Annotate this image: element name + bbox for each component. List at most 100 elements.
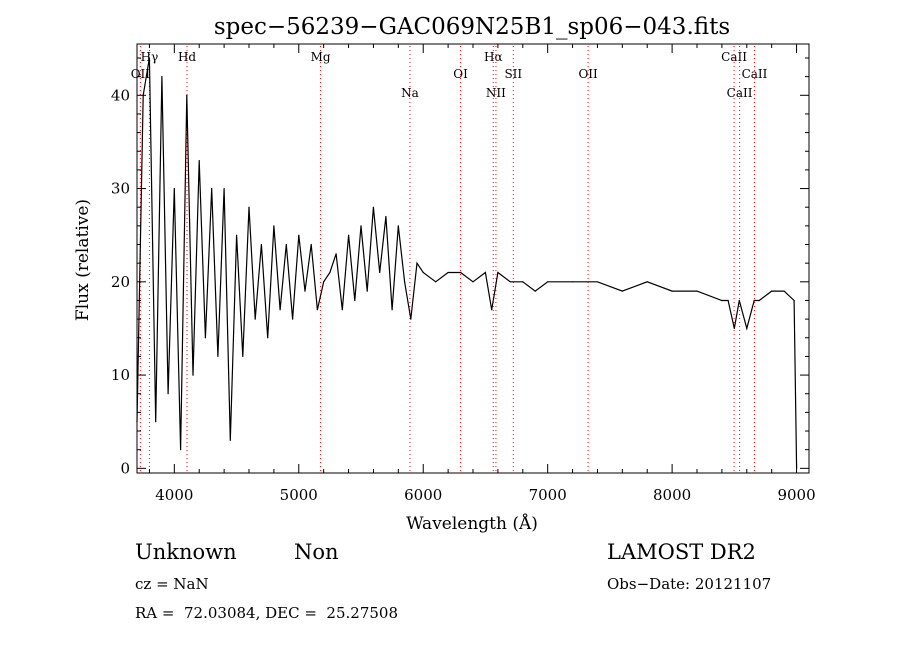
data-point (447, 271, 449, 274)
line-marker-label: CaII (721, 50, 747, 64)
line-marker-label: Mg (311, 50, 331, 64)
data-point (379, 271, 381, 274)
line-marker-label: Hα (484, 50, 503, 64)
data-point (696, 290, 698, 292)
line-marker-label: Hd (178, 50, 196, 64)
data-point (746, 327, 748, 329)
data-point (422, 271, 424, 274)
data-point (472, 281, 474, 283)
data-point (758, 299, 760, 302)
line-marker-label: NII (486, 86, 506, 100)
x-tick-label: 8000 (653, 486, 691, 504)
coordinates: RA = 72.03084, DEC = 25.27508 (135, 604, 399, 622)
data-point (646, 281, 648, 283)
data-point (738, 299, 740, 302)
line-marker-label: Hγ (141, 50, 159, 64)
data-point (273, 225, 275, 227)
data-point (733, 327, 735, 329)
data-point (572, 281, 574, 283)
data-point (316, 309, 318, 311)
data-point (204, 337, 206, 339)
observation-date: Obs−Date: 20121107 (607, 575, 772, 593)
line-marker-label: SII (504, 67, 522, 81)
data-point (621, 290, 623, 292)
data-point (397, 225, 399, 227)
data-point (410, 318, 412, 320)
data-point (180, 449, 182, 451)
data-point (497, 271, 499, 274)
x-tick-label: 6000 (404, 486, 442, 504)
data-point (534, 290, 536, 292)
data-point (223, 188, 225, 190)
data-point (771, 290, 773, 292)
x-axis-label: Wavelength (Å) (406, 513, 538, 534)
data-point (721, 299, 723, 302)
spectrum-line (136, 57, 798, 469)
line-marker-label: OII (131, 67, 151, 81)
data-point (236, 234, 238, 236)
data-point (186, 94, 188, 96)
data-point (783, 290, 785, 292)
y-tick-label: 10 (111, 366, 130, 384)
data-point (242, 355, 244, 357)
data-point (348, 234, 350, 236)
data-point (522, 281, 524, 283)
data-point (155, 421, 157, 423)
data-point (335, 253, 337, 255)
y-tick-label: 20 (111, 273, 130, 291)
data-point (366, 290, 368, 292)
redshift-value: cz = NaN (135, 575, 209, 593)
data-point (385, 215, 387, 218)
data-point (211, 188, 213, 190)
data-point (460, 271, 462, 274)
data-point (285, 243, 287, 246)
data-point (435, 281, 437, 283)
data-point (793, 299, 795, 302)
survey-name: LAMOST DR2 (607, 540, 756, 564)
y-axis: 0 10 20 30 40 (111, 57, 809, 477)
data-point (173, 188, 175, 190)
y-tick-label: 40 (111, 86, 130, 104)
x-axis: 4000 5000 6000 7000 8000 9000 (148, 44, 816, 504)
x-tick-label: 9000 (777, 486, 815, 504)
x-tick-label: 7000 (529, 486, 567, 504)
line-marker-label: CaII (727, 86, 753, 100)
data-point (304, 290, 306, 292)
data-point (148, 57, 150, 59)
data-point (753, 299, 755, 302)
line-marker-label: OII (578, 67, 598, 81)
data-point (267, 337, 269, 339)
data-point (484, 271, 486, 274)
data-point (229, 439, 231, 441)
data-point (596, 281, 599, 283)
data-point (292, 318, 294, 320)
emission-line-markers: Hγ OII Hd Mg Na OI Hα NII SII OII CaII CaII CaII (131, 46, 768, 473)
line-marker-label: CaII (742, 67, 768, 81)
data-point (416, 262, 418, 264)
data-point (254, 318, 256, 320)
data-point (671, 290, 673, 292)
object-class: Unknown (135, 540, 237, 564)
y-tick-label: 30 (111, 180, 130, 198)
data-point (509, 281, 511, 283)
data-point (217, 355, 219, 357)
chart-title: spec−56239−GAC069N25B1_sp06−043.fits (214, 14, 730, 40)
data-point (404, 281, 406, 283)
line-marker-label: Na (401, 86, 419, 100)
data-point (491, 309, 493, 311)
y-tick-label: 0 (120, 459, 130, 477)
data-point (329, 271, 331, 274)
x-tick-label: 4000 (155, 486, 193, 504)
data-point (260, 243, 262, 246)
object-subclass: Non (294, 540, 339, 564)
data-point (279, 309, 281, 311)
data-point (360, 225, 362, 227)
line-marker-label: OI (453, 67, 468, 81)
y-axis-label: Flux (relative) (73, 199, 93, 321)
data-point (161, 76, 163, 78)
data-point (167, 393, 169, 395)
data-point (547, 281, 549, 283)
data-point (198, 160, 200, 162)
data-point (323, 281, 325, 283)
